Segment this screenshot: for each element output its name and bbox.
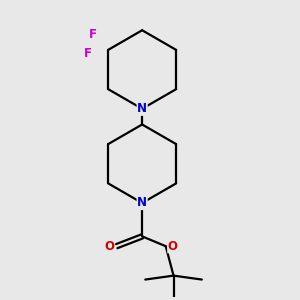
Text: O: O: [105, 240, 115, 253]
Text: N: N: [137, 102, 147, 115]
Text: F: F: [84, 47, 92, 60]
Text: N: N: [137, 196, 147, 209]
Text: F: F: [89, 28, 97, 41]
Text: O: O: [168, 240, 178, 253]
